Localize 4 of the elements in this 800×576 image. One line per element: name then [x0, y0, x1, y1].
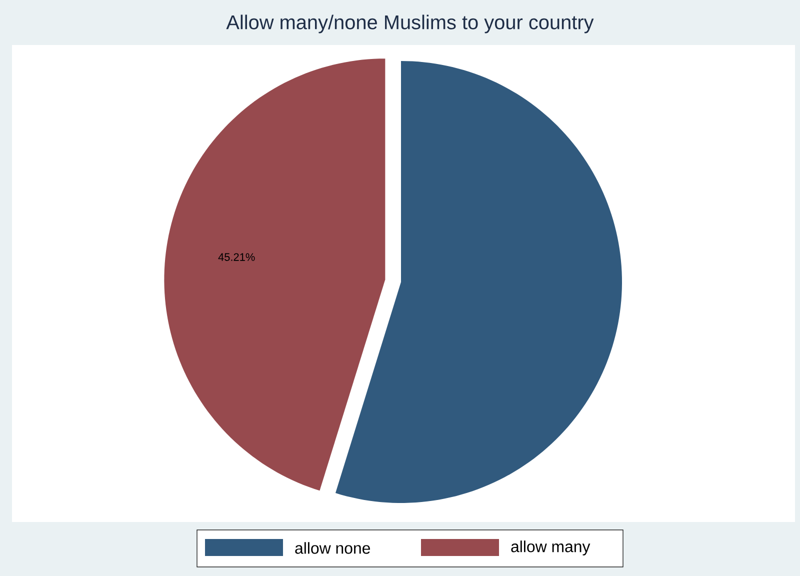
data-label: 45.21% — [218, 253, 255, 261]
legend-label: allow many — [511, 540, 590, 556]
chart-title: Allow many/none Muslims to your country — [226, 14, 594, 34]
legend-label: allow none — [295, 542, 370, 554]
